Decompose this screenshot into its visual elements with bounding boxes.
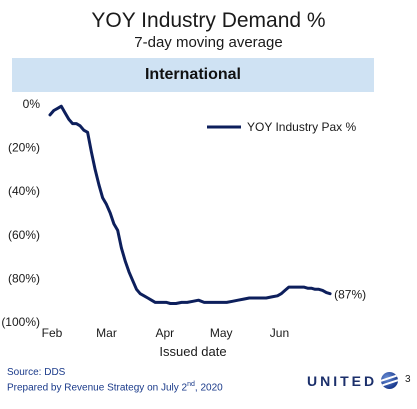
region-banner: International [12, 58, 374, 92]
x-tick-label: Feb [42, 326, 63, 340]
plot-area: (87%) [48, 104, 366, 305]
region-banner-label: International [144, 66, 241, 83]
x-tick-label: May [210, 326, 233, 340]
y-tick-label: (100%) [1, 315, 40, 329]
x-tick-label: Mar [96, 326, 117, 340]
y-tick-label: (20%) [8, 141, 40, 155]
globe-icon [381, 372, 399, 389]
x-tick-label: Jun [270, 326, 289, 340]
x-tick-label: Apr [155, 326, 174, 340]
chart-subtitle: 7-day moving average [134, 34, 283, 51]
legend-label: YOY Industry Pax % [247, 120, 356, 134]
legend: YOY Industry Pax % [207, 120, 356, 134]
y-tick-label: (80%) [8, 271, 40, 285]
x-axis-ticks: Feb Mar Apr May Jun [42, 326, 290, 340]
y-axis-ticks: 0% (20%) (40%) (60%) (80%) (100%) [1, 97, 40, 329]
end-value-label: (87%) [334, 288, 366, 302]
page-number: 3 [405, 374, 411, 385]
y-tick-label: (40%) [8, 184, 40, 198]
prepared-note: Prepared by Revenue Strategy on July 2nd… [7, 381, 223, 394]
source-note: Source: DDS [7, 367, 66, 378]
y-tick-label: (60%) [8, 228, 40, 242]
x-axis-label: Issued date [159, 344, 226, 359]
series-line [48, 104, 332, 305]
chart-title: YOY Industry Demand % [91, 9, 326, 32]
logo-wordmark: UNITED [307, 372, 378, 389]
united-logo: UNITED [307, 372, 399, 389]
y-tick-label: 0% [23, 97, 41, 111]
